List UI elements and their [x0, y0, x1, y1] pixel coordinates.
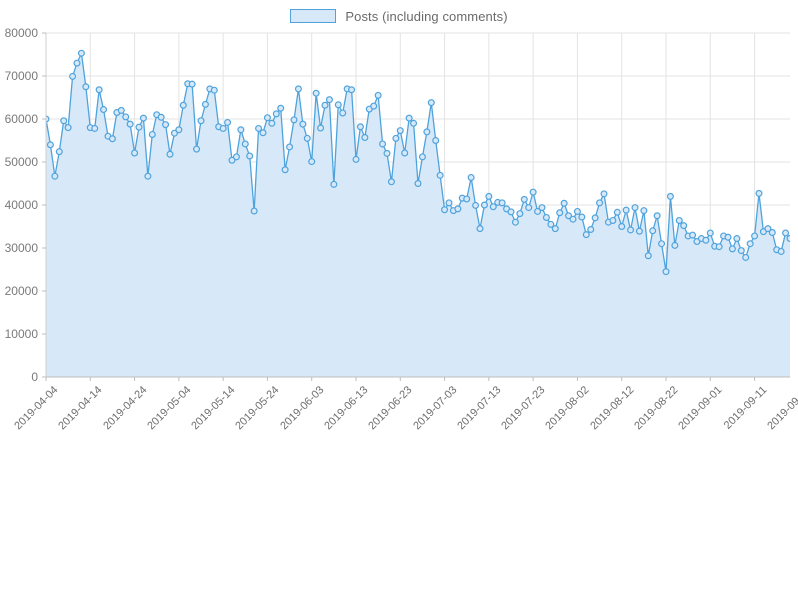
legend-swatch-posts — [290, 9, 337, 23]
chart-container: Posts (including comments) 0 10000 20000 30… — [0, 5, 798, 433]
y-axis-tick-label: 80000 — [4, 26, 38, 40]
y-axis-tick-label: 20000 — [4, 284, 38, 298]
y-axis-tick-label: 40000 — [4, 198, 38, 212]
series-area-fill — [46, 53, 790, 377]
y-axis-ticks — [42, 32, 46, 378]
y-axis-tick-label: 60000 — [4, 112, 38, 126]
y-axis-tick-label: 70000 — [4, 69, 38, 83]
x-axis-ticks — [45, 377, 756, 381]
legend-label-posts: Posts (including comments) — [345, 8, 508, 24]
y-axis-tick-label: 10000 — [4, 327, 38, 341]
series-markers — [46, 49, 790, 276]
y-axis-tick-label: 0 — [31, 370, 38, 384]
chart-legend: Posts (including comments) — [0, 5, 798, 27]
y-axis-tick-label: 30000 — [4, 241, 38, 255]
y-axis-tick-label: 50000 — [4, 155, 38, 169]
chart-plot-area — [42, 32, 790, 381]
